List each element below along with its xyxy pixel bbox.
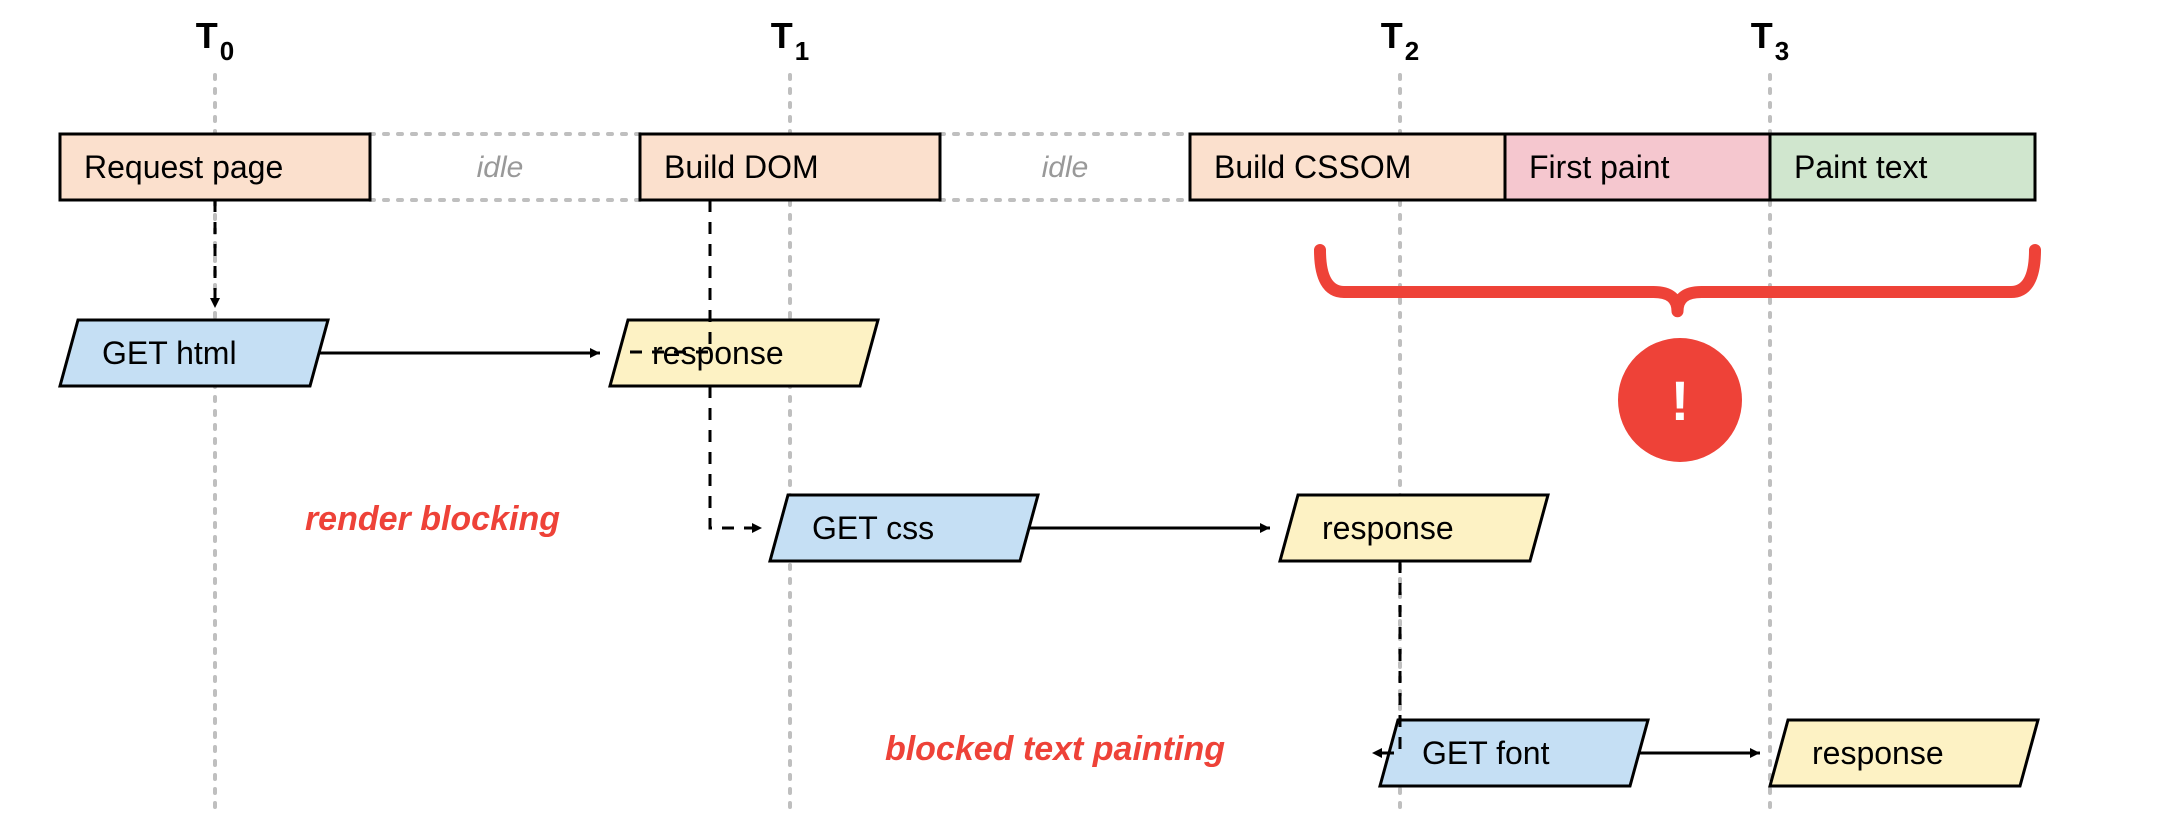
alert-icon: ! — [1671, 369, 1690, 432]
brace — [1320, 250, 2035, 311]
annotation: blocked text painting — [885, 730, 1225, 768]
idle-label: idle — [1042, 151, 1089, 184]
time-marker-label: T3 — [1751, 15, 1789, 66]
font-box-label: response — [1812, 735, 1944, 771]
time-marker-label: T0 — [196, 15, 234, 66]
font-box-label: GET font — [1422, 735, 1550, 771]
time-marker-label: T1 — [771, 15, 809, 66]
idle-label: idle — [477, 151, 524, 184]
css-box-label: GET css — [812, 510, 934, 546]
phase-box-label: Request page — [84, 149, 283, 185]
annotation: render blocking — [305, 500, 560, 538]
css-box-label: response — [1322, 510, 1454, 546]
phase-box-label: Paint text — [1794, 149, 1928, 185]
http-box-label: GET html — [102, 335, 237, 371]
phase-box-label: Build CSSOM — [1214, 149, 1411, 185]
phase-box-label: First paint — [1529, 149, 1670, 185]
time-marker-label: T2 — [1381, 15, 1419, 66]
phase-box-label: Build DOM — [664, 149, 819, 185]
http-box-label: response — [652, 335, 784, 371]
